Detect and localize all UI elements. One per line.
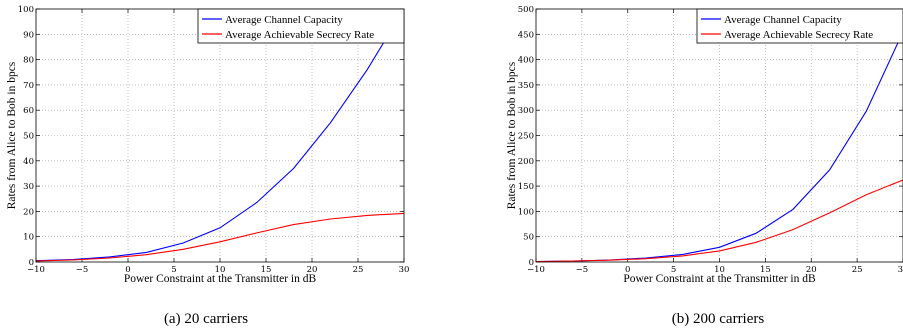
x-tick-label: 25 <box>353 265 364 275</box>
chart-b: −10−505101520253005010015020025030035040… <box>506 5 903 327</box>
x-tick-label: 20 <box>307 265 318 275</box>
x-tick-label: 15 <box>760 265 771 275</box>
y-tick-label: 350 <box>518 81 534 91</box>
x-axis-label: Power Constraint at the Transmitter in d… <box>124 273 317 285</box>
y-tick-label: 80 <box>23 56 34 66</box>
x-tick-label: 30 <box>399 265 410 275</box>
y-tick-label: 40 <box>23 157 34 167</box>
x-tick-label: −10 <box>27 265 45 275</box>
x-tick-label: 5 <box>171 265 176 275</box>
y-tick-label: 300 <box>518 106 534 116</box>
y-tick-label: 400 <box>518 56 534 66</box>
y-tick-label: 150 <box>518 182 534 192</box>
x-tick-label: 10 <box>714 265 725 275</box>
y-axis-label: Rates from Alice to Bob in bpcs <box>506 61 518 209</box>
y-tick-label: 90 <box>23 30 34 40</box>
series-line-channel-capacity <box>35 8 405 262</box>
x-tick-label: 25 <box>852 265 863 275</box>
y-tick-label: 60 <box>23 106 34 116</box>
y-tick-label: 100 <box>18 5 34 15</box>
y-tick-label: 20 <box>23 207 34 217</box>
legend-label: Average Channel Capacity <box>225 14 343 26</box>
y-tick-label: 50 <box>523 233 534 243</box>
figure-caption: (a) 20 carriers <box>164 311 248 327</box>
x-tick-label: 0 <box>125 265 130 275</box>
y-tick-label: 100 <box>518 207 534 217</box>
x-tick-label: 0 <box>625 265 630 275</box>
x-tick-label: −5 <box>76 265 89 275</box>
y-tick-label: 0 <box>29 258 34 268</box>
legend-label: Average Achievable Secrecy Rate <box>724 29 873 41</box>
y-tick-label: 250 <box>518 132 534 142</box>
x-tick-label: 10 <box>215 265 226 275</box>
y-axis-label: Rates from Alice to Bob in bpcs <box>6 61 18 209</box>
y-tick-label: 450 <box>518 30 534 40</box>
x-tick-label: 15 <box>261 265 272 275</box>
figure-caption: (b) 200 carriers <box>672 311 765 327</box>
series-line-secrecy-rate <box>535 179 903 263</box>
legend-box <box>696 8 903 44</box>
y-tick-label: 30 <box>23 182 34 192</box>
x-tick-label: 20 <box>806 265 817 275</box>
y-tick-label: 0 <box>529 258 534 268</box>
x-axis-label: Power Constraint at the Transmitter in d… <box>623 273 816 285</box>
x-tick-label: 30 <box>898 265 903 275</box>
x-tick-label: −5 <box>576 265 589 275</box>
x-tick-label: 5 <box>671 265 676 275</box>
legend-label: Average Channel Capacity <box>724 14 842 26</box>
legend-box <box>197 8 405 44</box>
y-tick-label: 10 <box>23 233 34 243</box>
chart-a: −10 −5 0 5 10 15 20 25 30 0 10 20 30 40 50 60 70 80 90 100 A… <box>6 5 409 327</box>
y-tick-label: 70 <box>23 81 34 91</box>
y-tick-label: 500 <box>518 5 534 15</box>
y-tick-label: 200 <box>518 157 534 167</box>
y-tick-label: 50 <box>23 132 34 142</box>
x-tick-label: −10 <box>527 265 545 275</box>
legend-label: Average Achievable Secrecy Rate <box>225 29 374 41</box>
series-line-secrecy-rate <box>35 212 405 262</box>
